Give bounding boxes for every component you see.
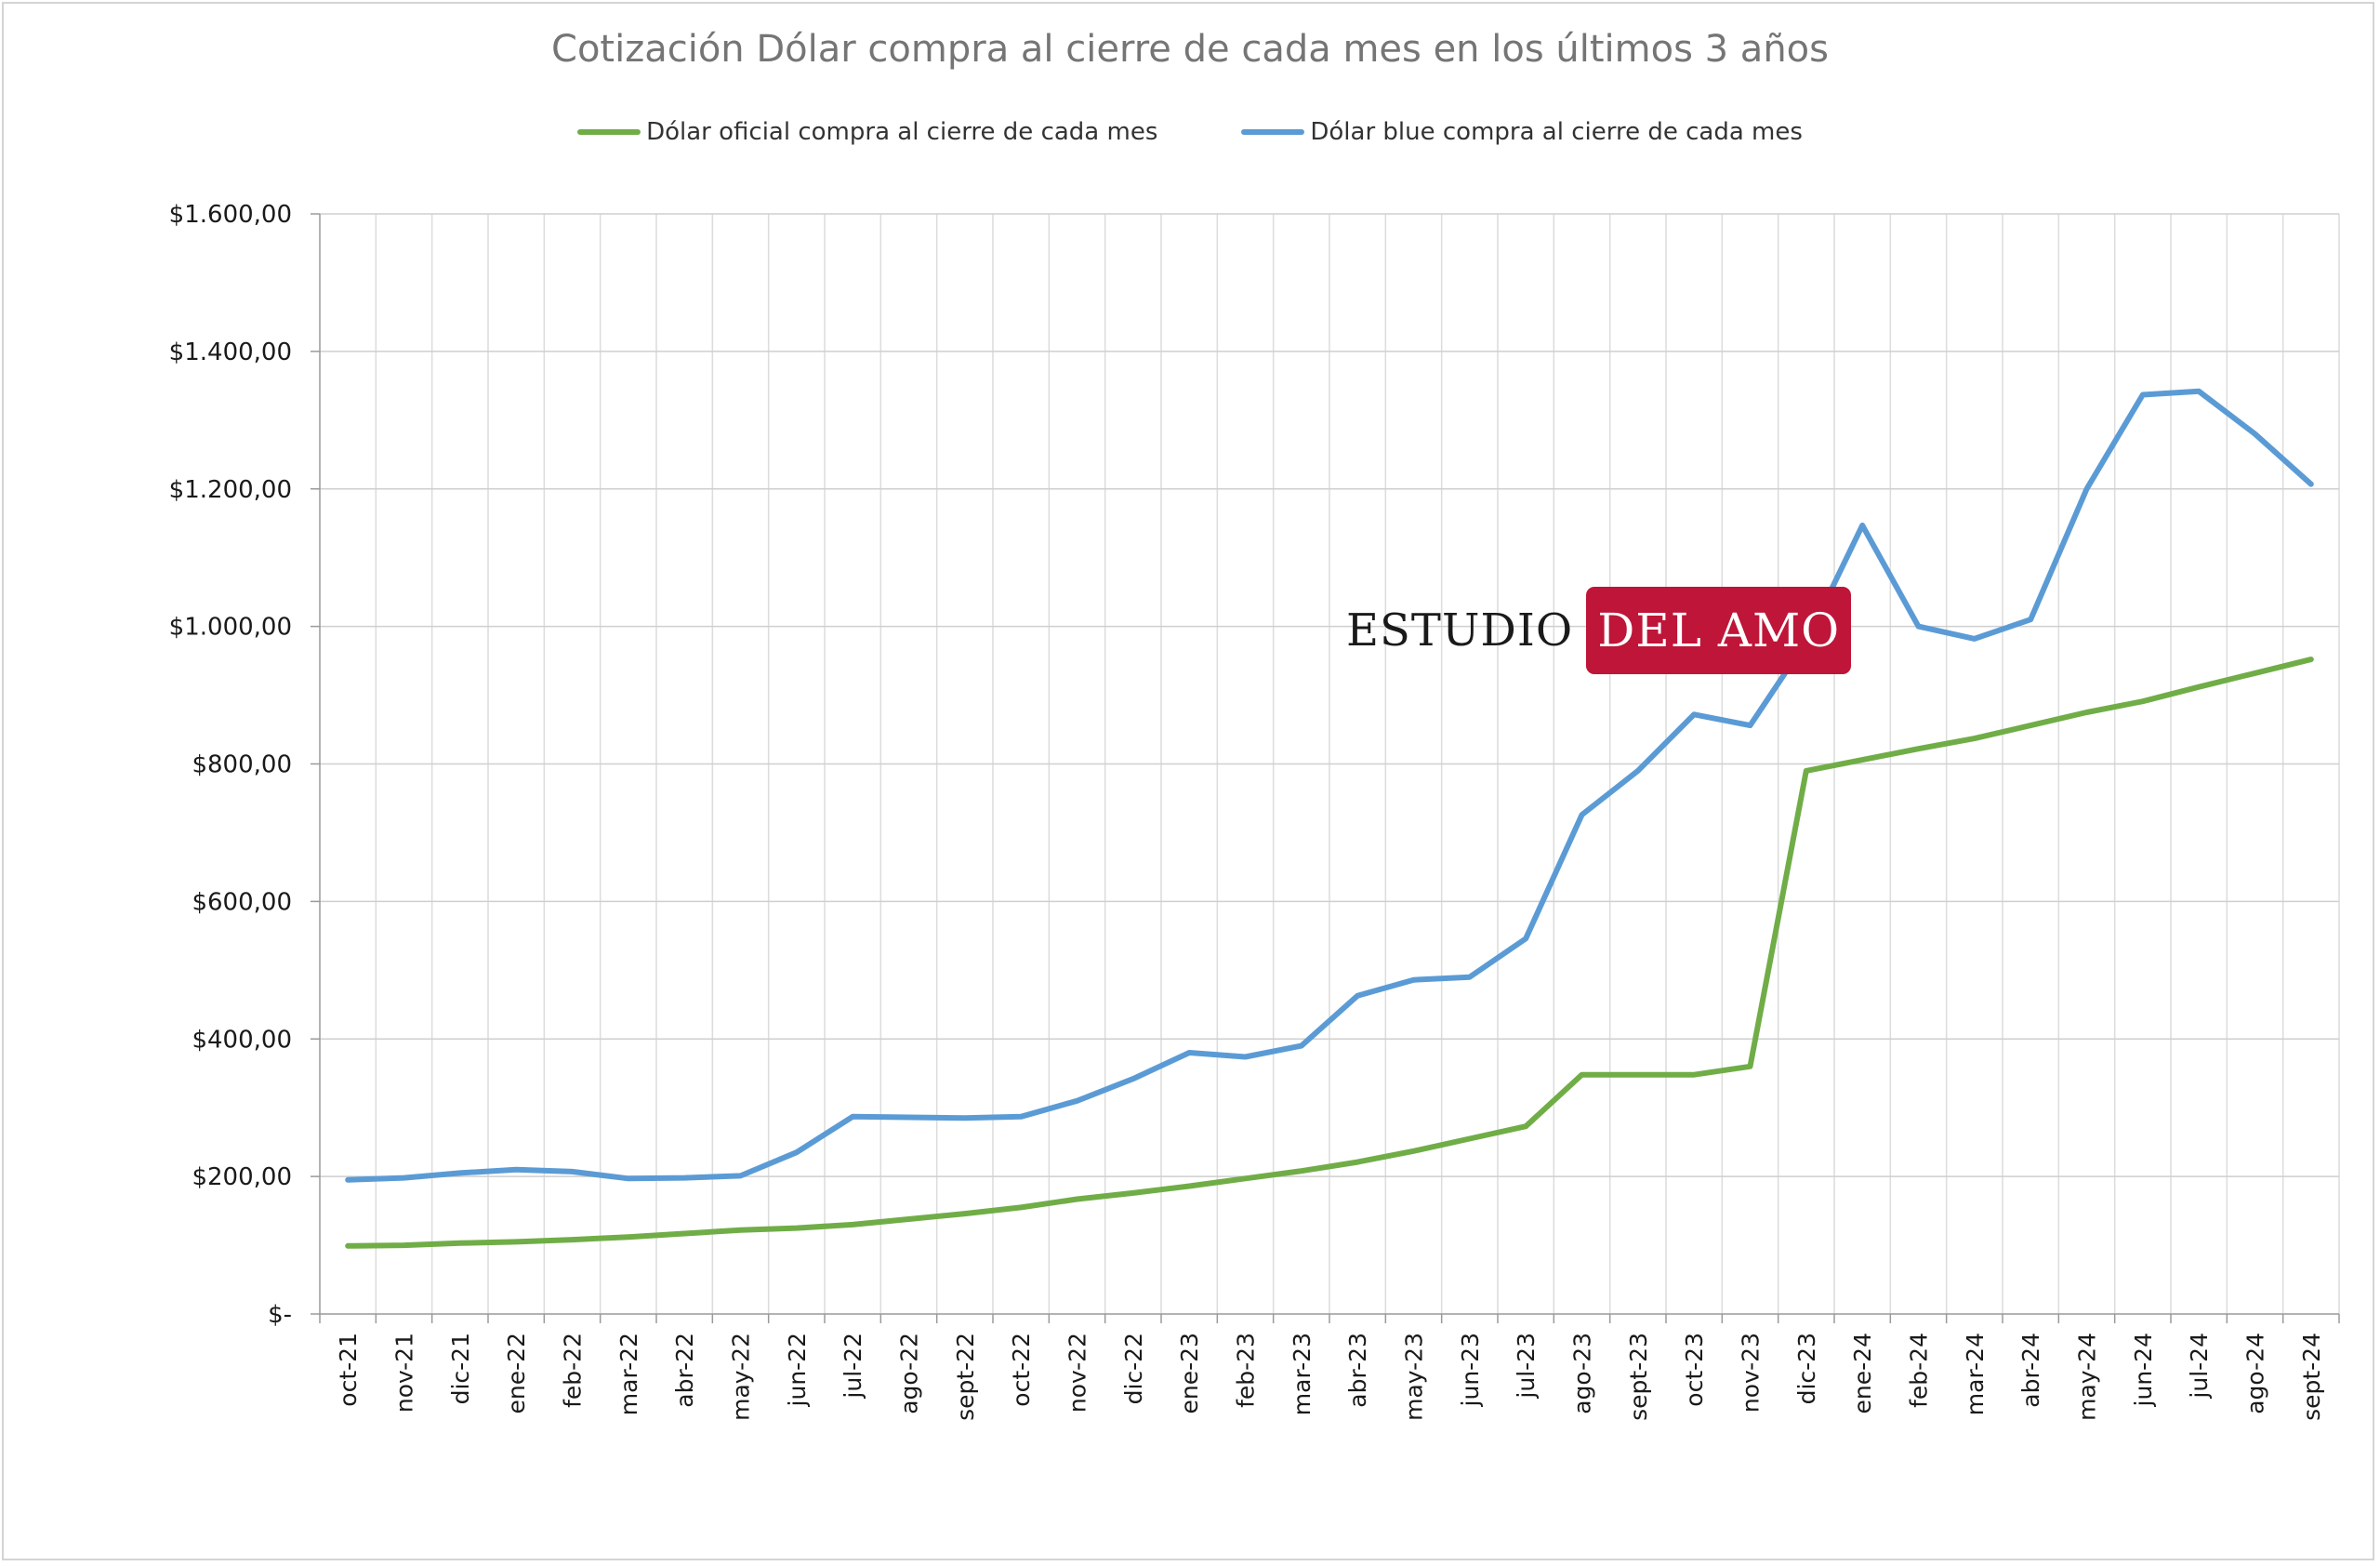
x-tick-label: jul-23 — [1513, 1333, 1540, 1400]
y-tick-label: $800,00 — [192, 751, 292, 779]
x-tick-label: oct-22 — [1008, 1333, 1035, 1407]
x-tick-label: feb-24 — [1906, 1333, 1933, 1408]
x-tick-label: mar-24 — [1962, 1333, 1989, 1415]
x-tick-label: feb-22 — [560, 1333, 587, 1408]
x-tick-label: sept-22 — [952, 1333, 979, 1421]
legend: Dólar oficial compra al cierre de cada m… — [0, 113, 2380, 151]
x-tick-label: jul-22 — [840, 1333, 866, 1400]
x-tick-label: abr-22 — [671, 1333, 698, 1408]
x-tick-label: may-24 — [2074, 1333, 2101, 1421]
x-tick-label: sept-23 — [1625, 1333, 1652, 1421]
x-tick-label: dic-21 — [447, 1333, 474, 1404]
x-tick-label: ene-22 — [503, 1333, 530, 1413]
logo-text-estudio: ESTUDIO — [1346, 604, 1574, 657]
estudio-del-amo-logo: ESTUDIO DEL AMO — [1346, 586, 1852, 675]
x-tick-label: jun-23 — [1457, 1333, 1484, 1407]
x-tick-label: mar-23 — [1289, 1333, 1316, 1415]
x-tick-label: feb-23 — [1233, 1333, 1260, 1408]
chart-title: Cotización Dólar compra al cierre de cad… — [551, 28, 1829, 71]
x-tick-label: jun-22 — [784, 1333, 811, 1407]
x-tick-label: mar-22 — [615, 1333, 642, 1415]
legend-item-blue: Dólar blue compra al cierre de cada mes — [1241, 118, 1803, 146]
series-line-oficial — [345, 657, 2314, 1249]
x-tick-label: oct-23 — [1681, 1333, 1708, 1407]
y-tick-label: $1.200,00 — [169, 476, 292, 504]
legend-swatch-blue — [1241, 129, 1305, 135]
y-tick-label: $1.000,00 — [169, 614, 292, 642]
legend-item-oficial: Dólar oficial compra al cierre de cada m… — [577, 118, 1157, 146]
y-tick-label: $- — [268, 1301, 292, 1329]
y-tick-label: $200,00 — [192, 1163, 292, 1191]
y-tick-label: $1.400,00 — [169, 338, 292, 366]
legend-label-blue: Dólar blue compra al cierre de cada mes — [1310, 118, 1803, 146]
x-tick-label: ago-24 — [2242, 1333, 2269, 1414]
x-tick-label: jun-24 — [2130, 1333, 2157, 1407]
x-tick-label: abr-24 — [2017, 1333, 2044, 1408]
series-line-blue — [345, 388, 2314, 1183]
x-tick-label: dic-23 — [1793, 1333, 1820, 1404]
x-tick-label: may-23 — [1401, 1333, 1428, 1421]
y-tick-label: $1.600,00 — [169, 201, 292, 229]
legend-swatch-oficial — [577, 129, 641, 135]
x-tick-label: ago-22 — [896, 1333, 923, 1414]
x-tick-label: oct-21 — [335, 1333, 362, 1407]
x-tick-label: nov-22 — [1064, 1333, 1091, 1413]
x-tick-label: jul-24 — [2186, 1333, 2213, 1400]
x-tick-label: dic-22 — [1120, 1333, 1147, 1404]
logo-text-del-amo: DEL AMO — [1586, 587, 1852, 674]
x-tick-label: nov-23 — [1738, 1333, 1765, 1413]
x-tick-label: ago-23 — [1569, 1333, 1596, 1414]
y-tick-label: $600,00 — [192, 888, 292, 916]
y-tick-label: $400,00 — [192, 1026, 292, 1054]
legend-label-oficial: Dólar oficial compra al cierre de cada m… — [646, 118, 1158, 146]
x-tick-label: abr-23 — [1344, 1333, 1371, 1408]
x-tick-label: ene-23 — [1176, 1333, 1203, 1413]
x-tick-label: sept-24 — [2298, 1333, 2325, 1421]
x-tick-label: may-22 — [728, 1333, 755, 1421]
x-tick-label: nov-21 — [391, 1333, 418, 1413]
x-tick-label: ene-24 — [1849, 1333, 1876, 1413]
